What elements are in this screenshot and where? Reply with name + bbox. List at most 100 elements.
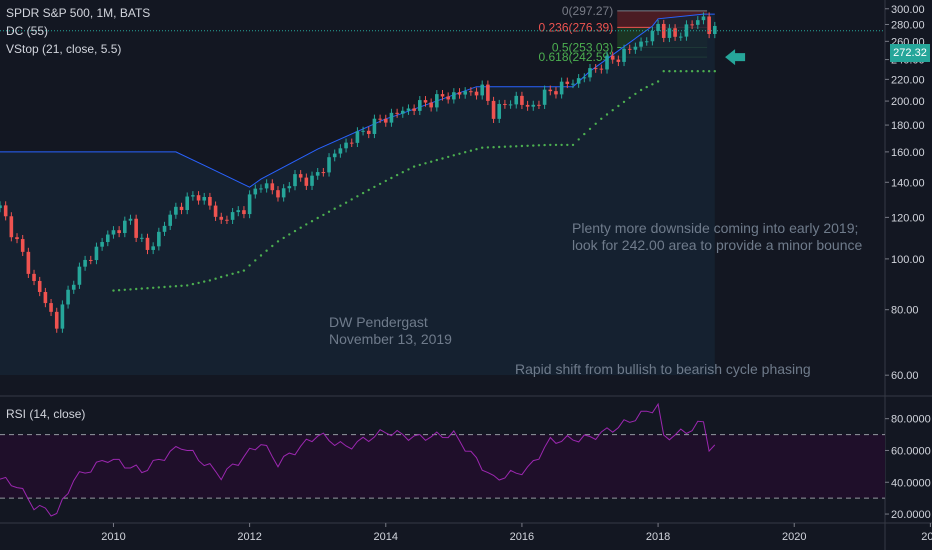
vstop-dot: [464, 151, 467, 154]
candlestick-series[interactable]: [0, 12, 885, 333]
rsi-series-line: [0, 402, 716, 517]
vstop-dot: [288, 233, 291, 236]
author-annotation[interactable]: DW Pendergast November 13, 2019: [329, 314, 452, 348]
forecast-annotation[interactable]: Plenty more downside coming into early 2…: [572, 220, 862, 254]
candle-body: [627, 48, 632, 50]
time-tick-label: 2014: [374, 531, 398, 543]
rsi-axis[interactable]: 20.0000 40.0000 60.0000 80.0000: [885, 414, 931, 521]
candle-body: [616, 59, 621, 62]
vstop-dot: [327, 210, 331, 213]
candle-body: [406, 108, 411, 111]
candle-body: [542, 89, 547, 105]
price-tick-label: 100.00: [891, 254, 925, 266]
chart-legend-rsi[interactable]: RSI (14, close): [6, 407, 86, 421]
candle-body: [179, 206, 184, 211]
price-tick-label: 120.00: [891, 212, 925, 224]
candle-body: [576, 78, 581, 84]
candle-body: [247, 194, 252, 215]
annotation-date: November 13, 2019: [329, 331, 452, 347]
candle-body: [140, 237, 144, 239]
candle-body: [520, 95, 524, 105]
candle-body: [707, 16, 711, 35]
current-price-label: 272.32: [890, 44, 930, 62]
candle-body: [162, 225, 167, 232]
vstop-dot: [566, 143, 569, 147]
chart-legend-symbol[interactable]: SPDR S&P 500, 1M, BATS: [6, 6, 151, 20]
rsi-line[interactable]: [0, 402, 716, 517]
candle-body: [440, 94, 445, 97]
candle-body: [287, 186, 292, 189]
vstop-dot: [157, 286, 160, 289]
fib-level-label: 0.5(253.03): [552, 41, 613, 55]
candle-body: [157, 231, 161, 247]
vstop-dot: [628, 96, 631, 100]
cycle-annotation[interactable]: Rapid shift from bullish to bearish cycl…: [515, 361, 811, 377]
candle-body: [435, 94, 439, 108]
vstop-dot: [174, 285, 178, 288]
vstop-dot: [140, 287, 143, 290]
fib-level-label: 0.236(276.39): [538, 20, 613, 34]
price-tick-label: 80.00: [891, 305, 919, 317]
vstop-dot: [673, 70, 677, 73]
candle-body: [452, 92, 456, 100]
vstop-dot: [617, 104, 620, 108]
rsi-tick-label: 20.0000: [891, 509, 931, 521]
candle-body: [321, 172, 326, 174]
candle-body: [361, 130, 365, 132]
vstop-dot: [605, 113, 609, 116]
candle-body: [236, 210, 241, 213]
vstop-dot: [390, 176, 393, 180]
chart-legend-vstop[interactable]: VStop (21, close, 5.5): [6, 42, 122, 56]
candle-body: [593, 68, 598, 70]
candle-body: [145, 237, 150, 250]
rsi-tick-label: 40.0000: [891, 477, 931, 489]
vstop-dot: [350, 198, 353, 201]
vstop-dot: [532, 144, 535, 147]
candle-body: [508, 104, 513, 106]
vstop-dot: [549, 143, 552, 147]
candle-body: [423, 100, 428, 103]
vstop-dot: [180, 284, 183, 287]
candle-body: [225, 219, 229, 221]
vstop-dot: [588, 127, 592, 131]
vstop-dot: [378, 182, 382, 186]
vstop-dot: [163, 285, 166, 289]
vstop-dot: [668, 70, 671, 73]
candle-body: [514, 95, 519, 105]
candle-body: [54, 311, 59, 329]
vstop-dot: [498, 145, 501, 149]
candle-body: [43, 291, 48, 304]
chart-legend-donchian[interactable]: DC (55): [6, 24, 49, 38]
vstop-dot: [248, 264, 251, 267]
vstop-dot: [469, 149, 473, 152]
candle-body: [678, 36, 683, 38]
vstop-dot: [475, 148, 478, 151]
vstop-dot: [299, 226, 302, 229]
time-tick-label: 2016: [510, 531, 534, 543]
vstop-dot: [447, 155, 450, 159]
time-tick-label: 2010: [101, 531, 125, 543]
time-tick-label: 202: [921, 531, 932, 543]
candle-body: [531, 104, 536, 107]
price-tick-label: 220.00: [891, 74, 925, 86]
volatility-stop-dots[interactable]: [112, 70, 716, 292]
vstop-dot: [639, 88, 643, 92]
vstop-dot: [225, 274, 229, 277]
vstop-dot: [526, 144, 529, 147]
vstop-dot: [265, 249, 268, 252]
candle-body: [610, 55, 615, 60]
vstop-dot: [645, 85, 648, 89]
time-axis[interactable]: 2010 2012 2014 2016 2018 2020 202: [101, 523, 932, 543]
vstop-dot: [367, 188, 370, 192]
vstop-dot: [407, 168, 410, 171]
candle-body: [327, 157, 331, 173]
candle-body: [230, 212, 235, 220]
candle-body: [0, 205, 2, 209]
candle-body: [400, 110, 405, 114]
vstop-dot: [713, 70, 716, 73]
candle-body: [599, 68, 604, 70]
candle-body: [117, 230, 121, 234]
candle-body: [270, 183, 275, 191]
vstop-dot: [577, 138, 580, 141]
